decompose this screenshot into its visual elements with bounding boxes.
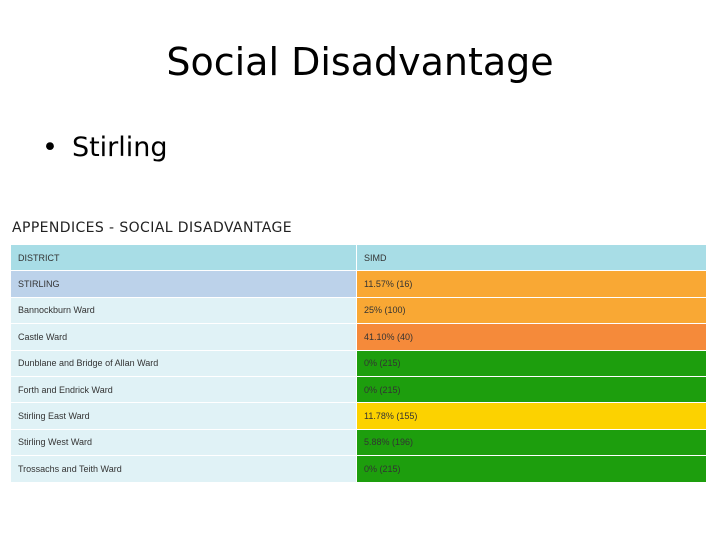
- table-row: STIRLING 11.57% (16): [11, 271, 706, 298]
- table-row: Trossachs and Teith Ward 0% (215): [11, 456, 706, 483]
- district-cell: Stirling East Ward: [11, 403, 357, 430]
- table-row: Stirling West Ward 5.88% (196): [11, 429, 706, 457]
- simd-cell: 11.78% (155): [357, 403, 706, 430]
- table-row: Bannockburn Ward 25% (100): [11, 297, 706, 325]
- table-row: Dunblane and Bridge of Allan Ward 0% (21…: [11, 350, 706, 377]
- simd-cell: 41.10% (40): [357, 324, 706, 351]
- appendix-title: APPENDICES - SOCIAL DISADVANTAGE: [12, 220, 292, 236]
- table-row: Forth and Endrick Ward 0% (215): [11, 376, 706, 404]
- bullet-text: Stirling: [71, 132, 168, 163]
- district-cell: Dunblane and Bridge of Allan Ward: [11, 350, 357, 377]
- simd-cell: 0% (215): [357, 456, 706, 483]
- district-cell: STIRLING: [11, 271, 357, 298]
- simd-cell: 0% (215): [357, 350, 706, 377]
- table-row: Stirling East Ward 11.78% (155): [11, 403, 706, 430]
- header-district: DISTRICT: [11, 245, 357, 272]
- district-cell: Stirling West Ward: [11, 429, 357, 457]
- district-cell: Trossachs and Teith Ward: [11, 456, 357, 483]
- district-cell: Bannockburn Ward: [11, 297, 357, 325]
- simd-cell: 0% (215): [357, 376, 706, 404]
- simd-cell: 25% (100): [357, 297, 706, 325]
- table-header-row: DISTRICT SIMD: [11, 245, 706, 272]
- bullet-marker: •: [42, 132, 58, 163]
- district-cell: Castle Ward: [11, 324, 357, 351]
- simd-cell: 5.88% (196): [357, 429, 706, 457]
- slide-title: Social Disadvantage: [166, 40, 554, 84]
- simd-table: DISTRICT SIMD STIRLING 11.57% (16) Banno…: [11, 245, 706, 483]
- simd-cell: 11.57% (16): [357, 271, 706, 298]
- bullet-item: • Stirling: [42, 132, 168, 163]
- table-row: Castle Ward 41.10% (40): [11, 324, 706, 351]
- district-cell: Forth and Endrick Ward: [11, 376, 357, 404]
- header-simd: SIMD: [357, 245, 706, 272]
